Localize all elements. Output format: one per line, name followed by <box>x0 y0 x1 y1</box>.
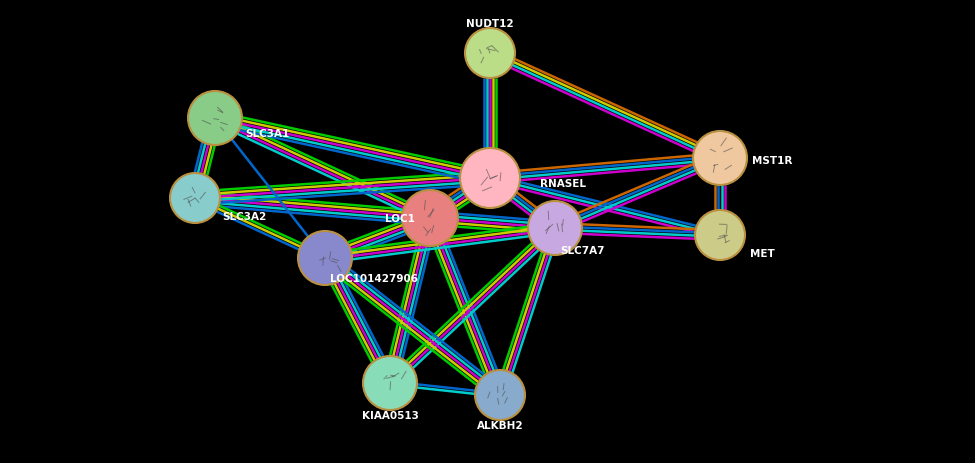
Text: ALKBH2: ALKBH2 <box>477 420 524 430</box>
Text: SLC3A2: SLC3A2 <box>222 212 266 221</box>
Text: SLC3A1: SLC3A1 <box>245 129 290 139</box>
Text: MET: MET <box>750 249 775 258</box>
Circle shape <box>693 131 747 186</box>
Circle shape <box>188 92 242 146</box>
Text: MST1R: MST1R <box>752 156 793 166</box>
Text: LOC101427906: LOC101427906 <box>330 274 418 283</box>
Text: RNASEL: RNASEL <box>540 179 586 188</box>
Circle shape <box>298 232 352 285</box>
Circle shape <box>475 370 525 420</box>
Circle shape <box>465 29 515 79</box>
Text: NUDT12: NUDT12 <box>466 19 514 29</box>
Text: SLC7A7: SLC7A7 <box>560 245 604 256</box>
Text: LOC1: LOC1 <box>385 213 415 224</box>
Circle shape <box>363 356 417 410</box>
Circle shape <box>528 201 582 256</box>
Text: KIAA0513: KIAA0513 <box>362 410 418 420</box>
Circle shape <box>170 174 220 224</box>
Circle shape <box>460 149 520 208</box>
Circle shape <box>402 191 458 246</box>
Circle shape <box>695 211 745 260</box>
